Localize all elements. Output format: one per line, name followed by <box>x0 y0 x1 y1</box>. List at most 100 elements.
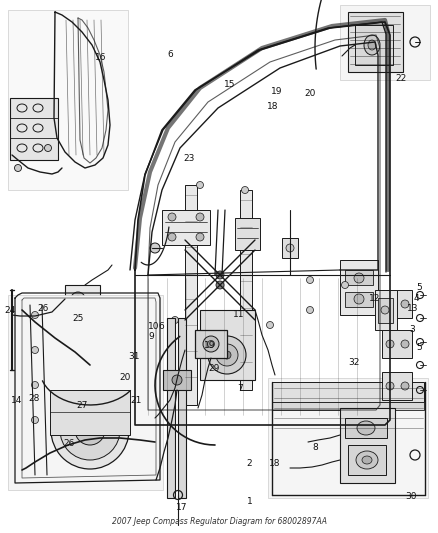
Ellipse shape <box>150 243 160 253</box>
Text: 29: 29 <box>208 365 219 373</box>
Text: 26: 26 <box>64 439 75 448</box>
Text: 3: 3 <box>409 325 415 334</box>
Bar <box>345 270 373 285</box>
Text: 18: 18 <box>269 459 281 468</box>
Ellipse shape <box>216 344 238 366</box>
Text: 17: 17 <box>176 503 187 512</box>
Ellipse shape <box>386 300 394 308</box>
Ellipse shape <box>216 281 224 289</box>
Text: 25: 25 <box>72 314 84 323</box>
Ellipse shape <box>354 273 364 283</box>
Ellipse shape <box>75 296 81 302</box>
Bar <box>345 292 373 307</box>
Text: 23: 23 <box>184 155 195 163</box>
Bar <box>8 295 163 490</box>
Bar <box>382 290 412 318</box>
Ellipse shape <box>197 182 204 189</box>
Text: 4: 4 <box>413 294 419 303</box>
Bar <box>272 402 424 410</box>
Text: 13: 13 <box>407 304 418 312</box>
Bar <box>345 418 387 438</box>
Ellipse shape <box>32 311 39 319</box>
Bar <box>382 372 412 400</box>
Text: 6: 6 <box>158 322 164 330</box>
Bar <box>340 408 395 483</box>
Bar <box>355 25 393 65</box>
Ellipse shape <box>357 421 375 435</box>
Text: 18: 18 <box>267 102 278 111</box>
Ellipse shape <box>354 294 364 304</box>
Text: 11: 11 <box>233 310 244 319</box>
Text: 1: 1 <box>247 497 253 505</box>
Bar <box>162 210 210 245</box>
Ellipse shape <box>172 375 182 385</box>
Ellipse shape <box>208 341 215 348</box>
Bar <box>375 290 397 330</box>
Text: 19: 19 <box>204 341 215 350</box>
Text: 20: 20 <box>304 89 316 98</box>
Text: 30: 30 <box>405 492 417 501</box>
Bar <box>340 5 430 80</box>
Ellipse shape <box>168 233 176 241</box>
Ellipse shape <box>401 340 409 348</box>
Bar <box>10 98 58 160</box>
Bar <box>348 12 403 72</box>
Ellipse shape <box>14 165 21 172</box>
Bar <box>340 260 378 315</box>
Text: 31: 31 <box>128 352 139 360</box>
Bar <box>200 310 255 380</box>
Text: 2: 2 <box>247 459 252 468</box>
Ellipse shape <box>203 336 219 352</box>
Ellipse shape <box>386 382 394 390</box>
Bar <box>272 382 424 402</box>
Text: 22: 22 <box>395 75 406 83</box>
Text: 15: 15 <box>224 80 236 88</box>
Bar <box>235 218 260 250</box>
Bar <box>185 185 197 405</box>
Bar <box>195 330 227 358</box>
Text: 5: 5 <box>417 284 423 292</box>
Ellipse shape <box>401 382 409 390</box>
Bar <box>50 390 130 435</box>
Bar <box>240 190 252 390</box>
Ellipse shape <box>51 391 129 469</box>
Bar <box>178 318 186 498</box>
Ellipse shape <box>60 400 120 460</box>
Ellipse shape <box>368 40 376 50</box>
Text: 28: 28 <box>28 394 40 403</box>
Ellipse shape <box>208 336 246 374</box>
Ellipse shape <box>364 35 380 55</box>
Bar <box>282 238 298 258</box>
Ellipse shape <box>32 382 39 389</box>
Ellipse shape <box>401 300 409 308</box>
Text: 26: 26 <box>37 304 49 312</box>
Text: 20: 20 <box>119 373 131 382</box>
Ellipse shape <box>386 340 394 348</box>
Text: 2007 Jeep Compass Regulator Diagram for 68002897AA: 2007 Jeep Compass Regulator Diagram for … <box>112 518 326 527</box>
Text: 21: 21 <box>130 397 141 405</box>
Text: 24: 24 <box>4 306 15 314</box>
Text: 32: 32 <box>348 358 360 367</box>
Ellipse shape <box>71 292 85 306</box>
Bar <box>268 378 428 498</box>
Bar <box>8 10 128 190</box>
Ellipse shape <box>196 213 204 221</box>
Text: 8: 8 <box>312 443 318 452</box>
Ellipse shape <box>381 306 389 314</box>
Ellipse shape <box>85 425 95 435</box>
Ellipse shape <box>241 187 248 193</box>
Text: 14: 14 <box>11 397 22 405</box>
Text: 10: 10 <box>148 322 160 330</box>
Text: 27: 27 <box>77 401 88 409</box>
Ellipse shape <box>168 213 176 221</box>
Bar <box>382 330 412 358</box>
Ellipse shape <box>216 271 224 279</box>
Text: 5: 5 <box>417 343 423 352</box>
Bar <box>65 285 100 313</box>
Ellipse shape <box>223 351 231 359</box>
Ellipse shape <box>342 281 349 288</box>
Ellipse shape <box>307 277 314 284</box>
Bar <box>348 445 386 475</box>
Text: 6: 6 <box>167 50 173 59</box>
Ellipse shape <box>45 144 52 151</box>
